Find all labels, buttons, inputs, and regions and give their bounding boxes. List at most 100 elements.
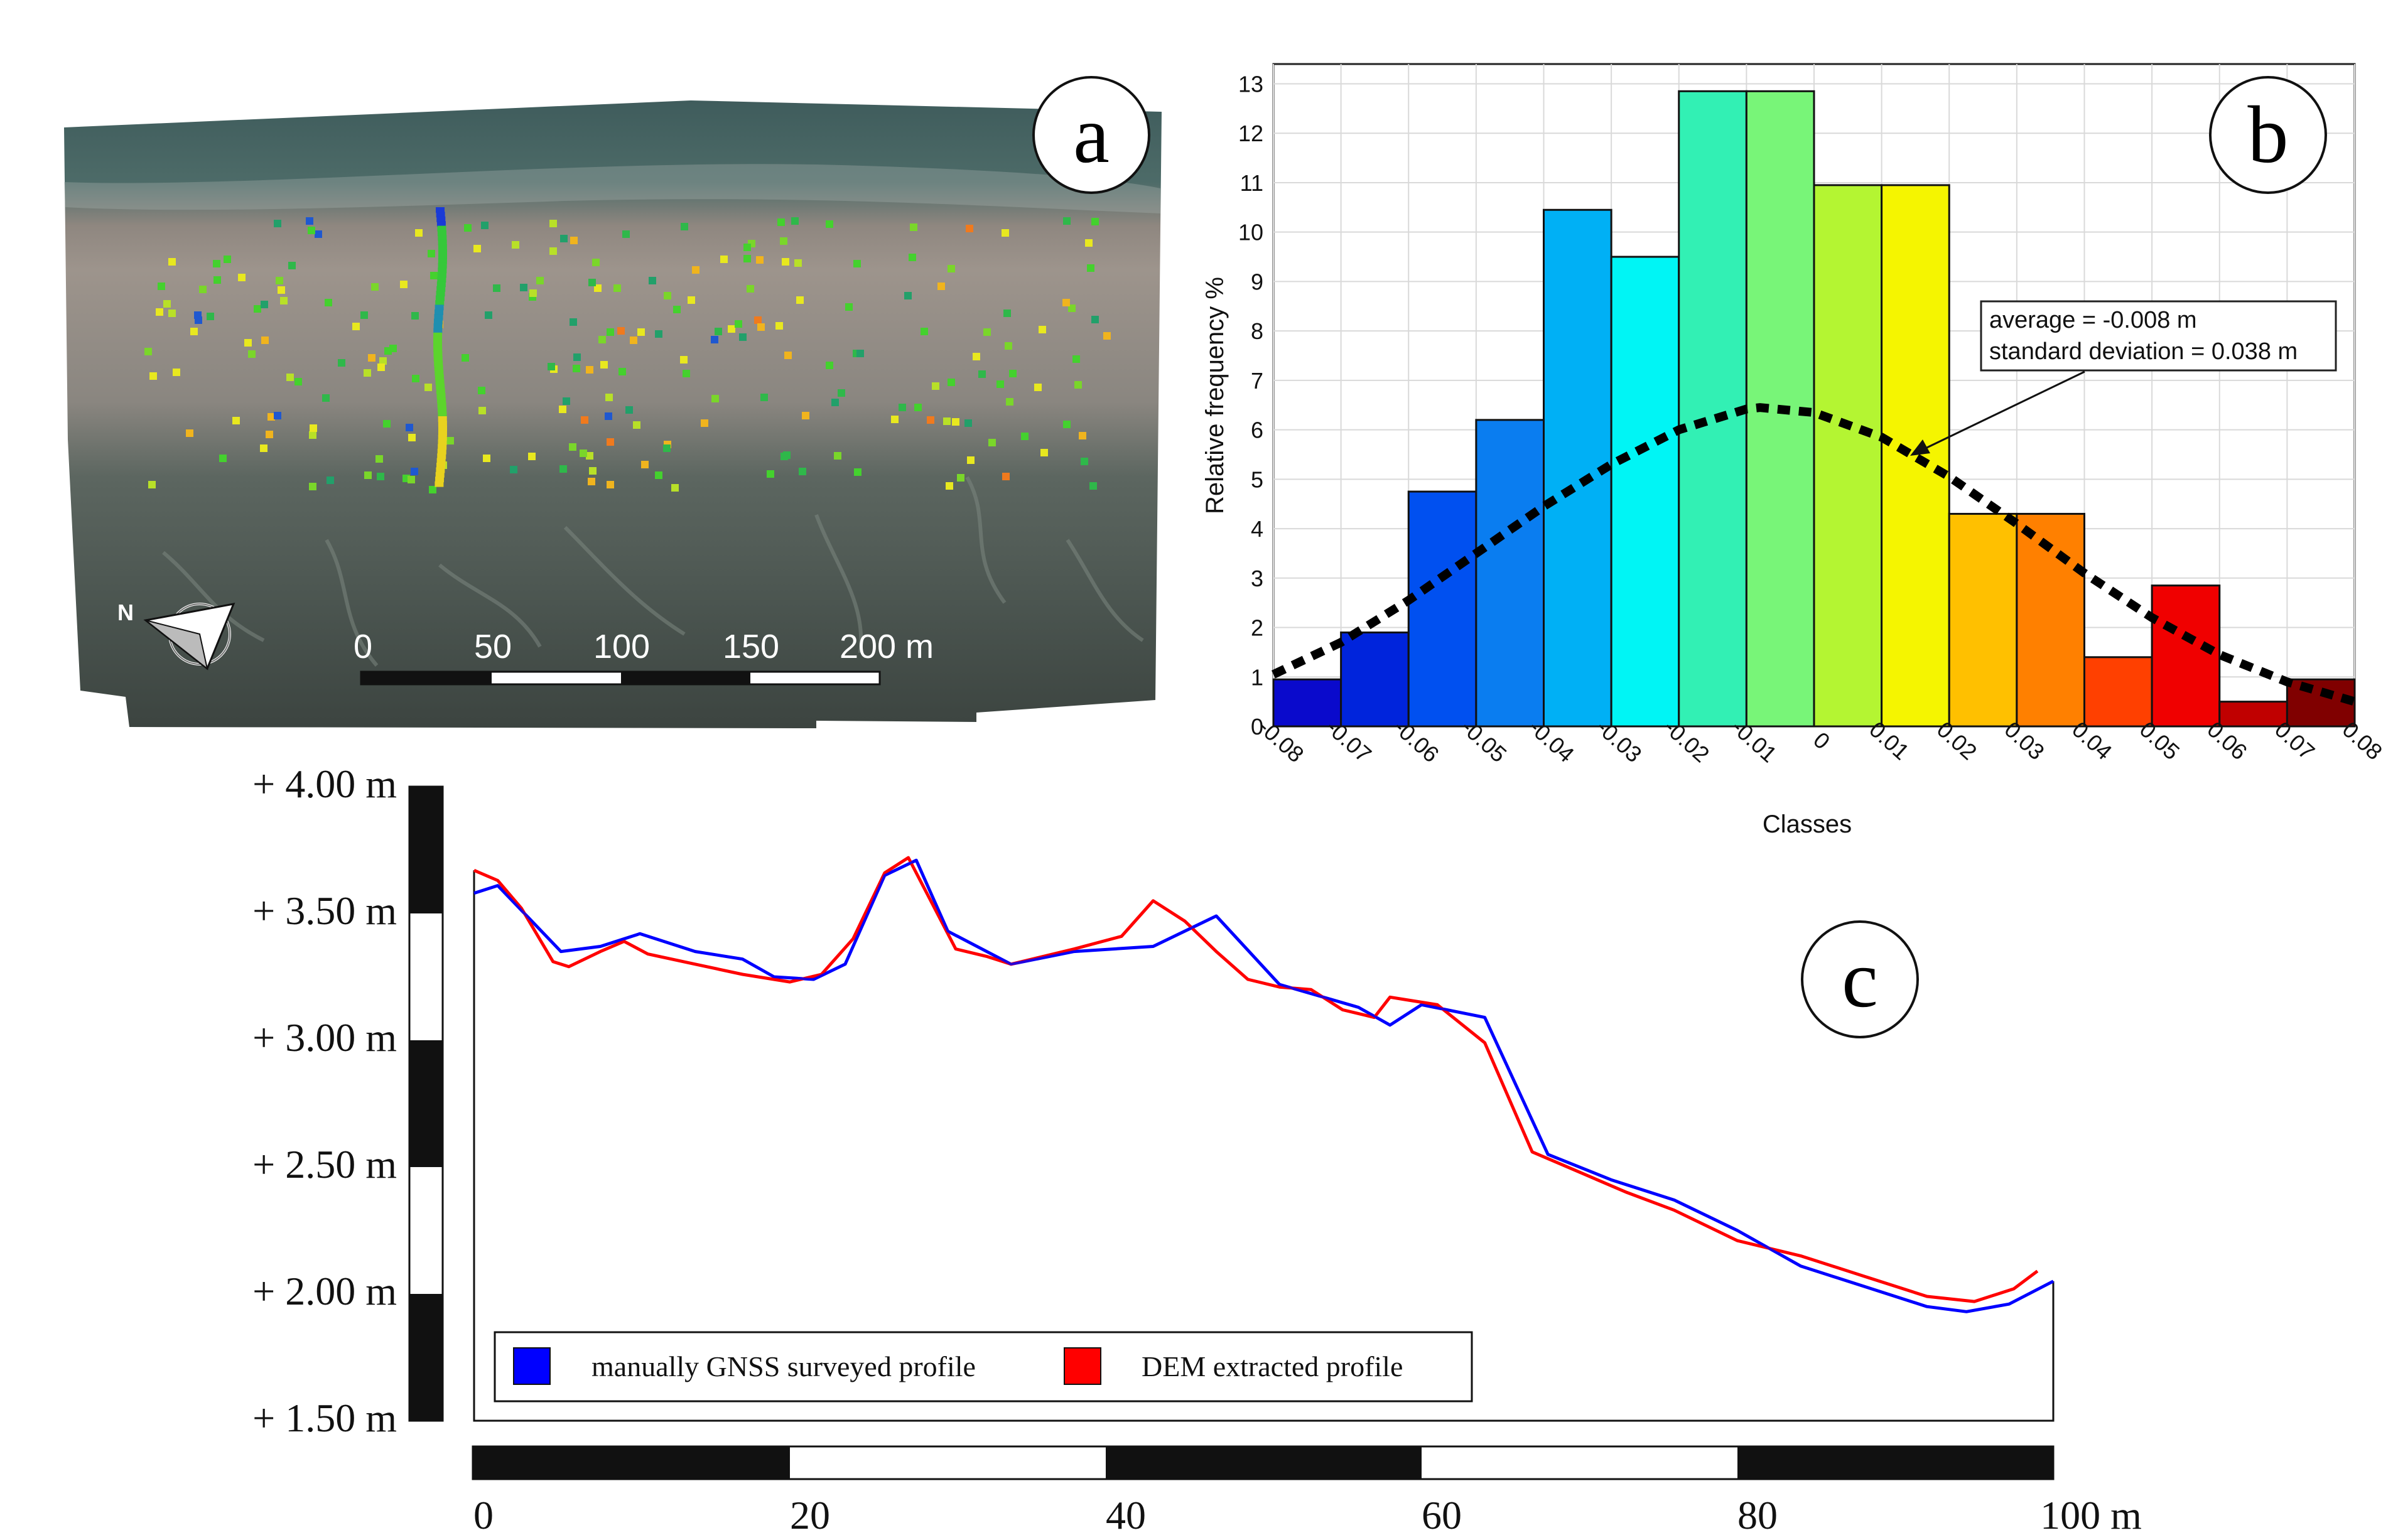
check-point [728,325,735,333]
check-point [429,486,436,493]
check-point [680,356,688,363]
transect-sample [433,323,443,329]
surveyed-transect [433,207,447,487]
check-point [194,311,202,319]
north-label: N [117,600,134,625]
panel-c-profile: + 4.00 m + 3.50 m + 3.00 m + 2.50 m + 2.… [252,762,2142,1537]
check-point [464,224,472,232]
check-point [148,481,156,488]
check-point [791,217,799,225]
transect-sample [435,295,445,301]
elev-label-3-00: + 3.00 m [252,1015,397,1060]
check-point [549,220,557,227]
check-point [1002,229,1009,237]
check-point [149,372,157,380]
check-point [379,357,387,365]
check-point [536,277,544,284]
dem-profile-line [473,856,2039,1303]
transect-sample [435,481,444,487]
check-point [573,365,580,372]
check-point [1074,381,1082,389]
check-point [1079,432,1086,439]
transect-sample [438,425,447,431]
dist-label-60: 60 [1422,1493,1462,1537]
check-point [1005,342,1012,350]
check-point [548,363,555,370]
y-tick-label-5: 5 [1251,466,1263,492]
check-point [948,379,955,386]
transect-sample [436,207,445,213]
map-scale-label-0: 0 [354,628,372,665]
legend-box [494,1331,1473,1403]
check-point [655,330,662,338]
dist-label-40: 40 [1106,1493,1146,1537]
check-point [1003,310,1011,317]
check-point [1103,332,1111,340]
check-point [607,481,614,488]
transect-sample [438,444,447,450]
check-point [276,277,283,284]
check-point [946,482,953,490]
check-point [641,461,649,468]
check-point [573,353,581,361]
check-point [563,397,570,405]
check-point [1009,370,1017,377]
legend-swatch-dem [1064,1347,1101,1385]
legend-swatch-gnss [513,1347,551,1385]
check-point [605,394,613,401]
check-point [845,303,853,311]
check-point [570,318,577,326]
transect-sample [436,384,445,390]
check-point [412,375,419,382]
check-point [799,468,806,475]
transect-sample [434,365,443,371]
transect-sample [433,342,443,348]
check-point [570,237,578,244]
check-point [625,406,633,414]
y-tick-label-9: 9 [1251,269,1263,294]
check-point [964,419,972,427]
check-point [978,370,986,378]
check-point [384,347,392,355]
statistics-average: average = -0.008 m [1989,307,2197,333]
check-point [473,245,481,252]
transect-sample [437,277,446,283]
y-tick-label-2: 2 [1251,615,1263,641]
y-tick-label-0: 0 [1251,714,1263,740]
check-point [207,313,214,320]
transect-sample [436,212,445,218]
transect-sample [434,309,443,315]
check-point [831,399,839,406]
check-point [637,328,645,336]
check-point [493,284,500,292]
check-point [775,322,783,330]
check-point [156,308,163,316]
check-point [244,339,252,347]
check-point [664,292,671,299]
transect-sample [438,439,447,445]
check-point [720,256,728,263]
transect-sample [436,291,445,297]
transect-sample [438,235,447,241]
statistics-std: standard deviation = 0.038 m [1989,338,2298,365]
transect-sample [438,407,447,413]
transect-sample [438,421,447,427]
check-point [483,455,490,462]
check-point [784,352,792,359]
check-point [1063,217,1071,225]
check-point [711,336,718,343]
panel-a-label: a [1073,90,1110,180]
check-point [780,237,787,245]
check-point [529,289,537,297]
check-point [478,407,486,414]
check-point [462,354,469,362]
check-point [1039,326,1046,333]
transect-sample [438,258,447,264]
check-point [649,277,656,284]
check-point [663,444,671,452]
check-point [688,296,695,304]
elev-label-2-00: + 2.00 m [252,1269,397,1313]
histogram-bar-11 [2016,512,2085,728]
check-point [760,394,768,401]
check-point [655,471,662,479]
